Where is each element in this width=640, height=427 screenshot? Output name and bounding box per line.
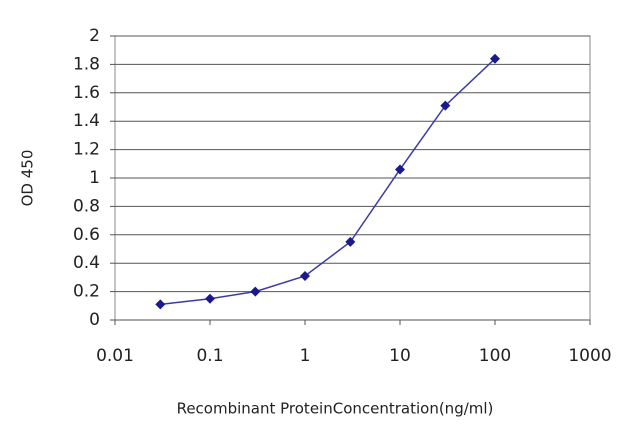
data-line	[160, 58, 496, 306]
y-tick-label: 2	[89, 26, 100, 46]
x-tick-label: 1	[300, 346, 311, 366]
y-tick-label: 0.4	[73, 253, 100, 273]
x-tick-label: 0.01	[96, 346, 134, 366]
data-point	[155, 299, 166, 310]
data-point	[395, 164, 405, 175]
data-point	[345, 236, 356, 247]
y-tick-label: 1.4	[73, 111, 100, 131]
y-tick-label: 0.6	[73, 225, 100, 245]
y-axis-label: OD 450	[19, 150, 37, 207]
data-point	[440, 100, 451, 111]
x-axis-label: Recombinant ProteinConcentration(ng/ml)	[177, 400, 494, 418]
data-point	[250, 286, 261, 297]
x-tick-label: 100	[479, 346, 511, 366]
y-tick-label: 1.8	[73, 54, 100, 74]
y-tick-label: 1	[89, 168, 100, 188]
x-tick-label: 1000	[568, 346, 611, 366]
y-tick-label: 0	[89, 310, 100, 330]
data-point	[205, 293, 215, 304]
y-tick-label: 0.8	[73, 196, 100, 216]
y-tick-label: 1.6	[73, 83, 100, 103]
y-tick-label: 0.2	[73, 282, 100, 302]
x-tick-label: 10	[389, 346, 411, 366]
x-tick-label: 0.1	[196, 346, 223, 366]
data-point	[300, 270, 310, 281]
data-point	[490, 53, 500, 64]
y-tick-label: 1.2	[73, 140, 100, 160]
